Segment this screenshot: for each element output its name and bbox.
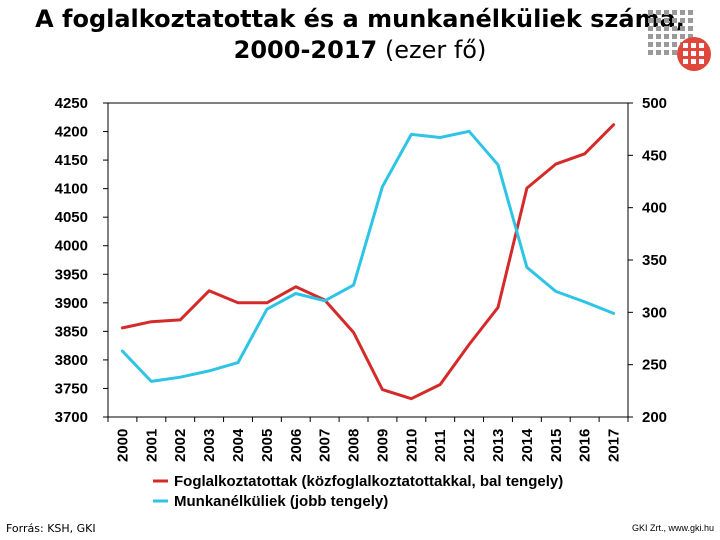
x-tick-label: 2012: [461, 429, 478, 462]
gki-logo-icon: [648, 10, 711, 71]
logo-gray-square: [648, 18, 653, 23]
logo-gray-square: [656, 42, 661, 47]
left-tick-label: 4250: [55, 95, 88, 112]
logo-white-square: [699, 51, 704, 56]
logo-gray-square: [656, 34, 661, 39]
legend: Foglalkoztatottak (közfoglalkoztatottakk…: [153, 473, 563, 510]
left-tick-label: 4050: [55, 209, 88, 226]
x-tick-label: 2010: [403, 429, 420, 462]
x-tick-label: 2013: [490, 429, 507, 462]
series-group: [120, 123, 616, 401]
x-tick-label: 2000: [114, 429, 131, 462]
logo-white-square: [699, 43, 704, 48]
x-tick-label: 2008: [346, 429, 363, 462]
left-tick-label: 3900: [55, 295, 88, 312]
logo-gray-square: [672, 18, 677, 23]
left-tick-label: 3850: [55, 323, 88, 340]
logo-white-square: [683, 51, 688, 56]
x-tick-label: 2004: [230, 428, 247, 462]
logo-gray-square: [688, 18, 693, 23]
chart-title: A foglalkoztatottak és a munkanélküliek …: [0, 4, 720, 66]
logo-gray-square: [688, 34, 693, 39]
logo-gray-square: [648, 50, 653, 55]
logo-gray-square: [664, 10, 669, 15]
logo-gray-square: [664, 34, 669, 39]
logo-gray-square: [656, 26, 661, 31]
logo-white-square: [691, 43, 696, 48]
right-tick-label: 400: [642, 200, 667, 217]
logo-white-grid: [683, 43, 704, 64]
x-tick-label: 2014: [519, 428, 536, 462]
logo-gray-square: [672, 26, 677, 31]
logo-gray-square: [648, 10, 653, 15]
logo-gray-square: [672, 42, 677, 47]
title-unit: (ezer fő): [377, 36, 487, 64]
series-line-employed: [120, 123, 616, 401]
logo-gray-square: [664, 26, 669, 31]
legend-label-unemployed: Munkanélküliek (jobb tengely): [174, 493, 388, 510]
x-tick-label: 2006: [288, 429, 305, 462]
left-tick-label: 3750: [55, 380, 88, 397]
right-tick-label: 450: [642, 147, 667, 164]
left-tick-label: 3800: [55, 352, 88, 369]
x-tick-label: 2016: [577, 429, 594, 462]
legend-label-employed: Foglalkoztatottak (közfoglalkoztatottakk…: [174, 473, 563, 490]
right-tick-label: 300: [642, 304, 667, 321]
logo-gray-square: [672, 34, 677, 39]
x-tick-label: 2011: [432, 429, 449, 462]
logo-white-square: [699, 59, 704, 64]
series-line-unemployed: [120, 129, 616, 383]
x-tick-label: 2015: [548, 429, 565, 462]
x-tick-label: 2001: [143, 429, 160, 462]
left-tick-label: 3950: [55, 266, 88, 283]
logo-gray-square: [648, 34, 653, 39]
logo-white-square: [691, 51, 696, 56]
logo-gray-square: [680, 10, 685, 15]
logo-gray-grid: [648, 10, 693, 55]
title-years: 2000-2017: [233, 36, 378, 64]
credit-note: GKI Zrt., www.gki.hu: [631, 523, 714, 533]
left-axis: 3700 3750 3800 3850 3900 3950 4000 4050 4100 4150…: [55, 95, 108, 426]
logo-white-square: [683, 59, 688, 64]
logo-gray-square: [656, 18, 661, 23]
x-tick-label: 2003: [201, 429, 218, 462]
logo-gray-square: [680, 26, 685, 31]
left-tick-label: 3700: [55, 409, 88, 426]
logo-white-square: [691, 59, 696, 64]
right-tick-label: 200: [642, 409, 667, 426]
logo-gray-square: [648, 42, 653, 47]
plot-frame: [107, 102, 629, 418]
left-tick-label: 4100: [55, 181, 88, 198]
left-tick-label: 4200: [55, 124, 88, 141]
logo-gray-square: [680, 18, 685, 23]
title-line-1: A foglalkoztatottak és a munkanélküliek …: [35, 5, 685, 33]
logo-gray-square: [688, 26, 693, 31]
x-tick-label: 2005: [259, 429, 276, 462]
source-note: Forrás: KSH, GKI: [6, 522, 96, 535]
x-tick-label: 2017: [606, 429, 623, 462]
logo-gray-square: [648, 26, 653, 31]
x-tick-label: 2002: [172, 429, 189, 462]
logo-white-square: [683, 43, 688, 48]
left-tick-label: 4150: [55, 152, 88, 169]
title-line-2: 2000-2017 (ezer fő): [0, 35, 720, 66]
x-tick-label: 2009: [374, 429, 391, 462]
logo-gray-square: [680, 34, 685, 39]
logo-gray-square: [656, 10, 661, 15]
right-tick-label: 250: [642, 357, 667, 374]
right-axis: 200 250 300 350 400 450 500: [628, 95, 667, 426]
logo-gray-square: [664, 18, 669, 23]
logo-gray-square: [672, 10, 677, 15]
logo-gray-square: [664, 42, 669, 47]
logo-gray-square: [688, 10, 693, 15]
x-tick-label: 2007: [317, 429, 334, 462]
logo-gray-square: [656, 50, 661, 55]
x-axis: 2000 2001 2002 2003 2004 2005 2006 2007 2008 2009…: [107, 417, 629, 462]
right-tick-label: 500: [642, 95, 667, 112]
logo-gray-square: [664, 50, 669, 55]
right-tick-label: 350: [642, 252, 667, 269]
logo-gray-square: [672, 50, 677, 55]
left-tick-label: 4000: [55, 238, 88, 255]
